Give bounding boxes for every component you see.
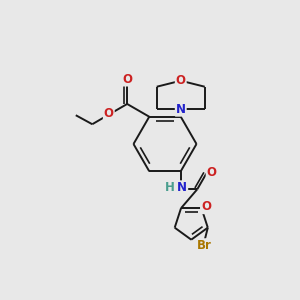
Text: H: H <box>165 181 175 194</box>
Text: Br: Br <box>197 239 212 252</box>
Text: O: O <box>207 166 217 179</box>
Text: O: O <box>201 200 211 213</box>
Text: O: O <box>104 107 114 120</box>
Text: N: N <box>176 103 186 116</box>
Text: O: O <box>176 74 186 87</box>
Text: N: N <box>177 181 187 194</box>
Text: O: O <box>122 73 132 85</box>
